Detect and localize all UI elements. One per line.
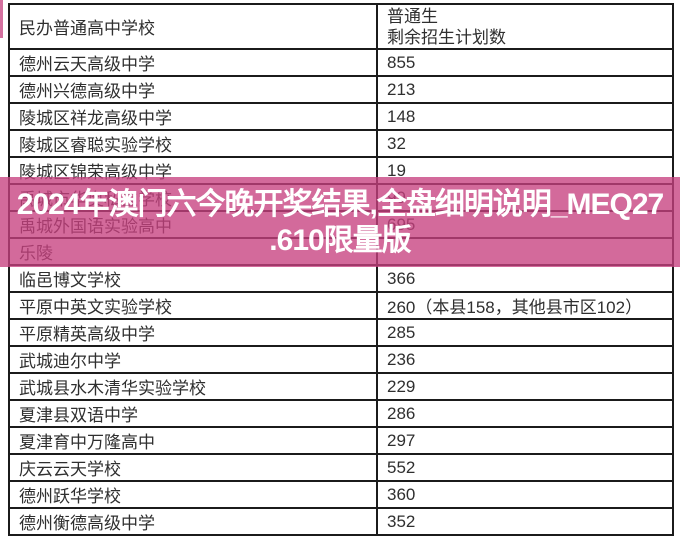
table-row: 平原中英文实验学校 260（本县158，其他县市区102） [8,291,674,320]
watermark-overlay: 2024年澳门六今晚开奖结果,全盘细明说明_MEQ27 .610限量版 [0,177,680,267]
school-name-cell: 平原中英文实验学校 [8,291,378,320]
table-body: 德州云天高级中学 855 德州兴德高级中学 213 陵城区祥龙高级中学 148 陵城区睿聪实… [8,48,674,536]
table-row: 平原精英高级中学 285 [8,318,674,347]
header-quota-col: 普通生 剩余招生计划数 [376,3,674,50]
quota-cell: 855 [376,48,674,77]
table-row: 夏津县双语中学 286 [8,399,674,428]
header-quota-line1: 普通生 [387,6,438,26]
quota-cell: 286 [376,399,674,428]
table-row: 临邑博文学校 366 [8,264,674,293]
quota-cell: 148 [376,102,674,131]
table-row: 武城迪尔中学 236 [8,345,674,374]
school-name-cell: 庆云云天学校 [8,453,378,482]
table-row: 陵城区睿聪实验学校 32 [8,129,674,158]
table-row: 德州衡德高级中学 352 [8,507,674,536]
watermark-line2: .610限量版 [269,223,411,257]
quota-table: 民办普通高中学校 普通生 剩余招生计划数 德州云天高级中学 855 德州兴德高级中学… [8,3,674,536]
school-name-cell: 武城县水木清华实验学校 [8,372,378,401]
quota-cell: 552 [376,453,674,482]
quota-cell: 213 [376,75,674,104]
quota-cell: 229 [376,372,674,401]
quota-cell: 260（本县158，其他县市区102） [376,291,674,320]
quota-cell: 236 [376,345,674,374]
header-quota-line2: 剩余招生计划数 [387,27,506,47]
table-row: 德州兴德高级中学 213 [8,75,674,104]
watermark-line1: 2024年澳门六今晚开奖结果,全盘细明说明_MEQ27 [16,187,664,221]
school-name-cell: 武城迪尔中学 [8,345,378,374]
school-name-cell: 德州衡德高级中学 [8,507,378,536]
quota-cell: 297 [376,426,674,455]
table-row: 夏津育中万隆高中 297 [8,426,674,455]
school-name-cell: 陵城区祥龙高级中学 [8,102,378,131]
school-name-cell: 德州兴德高级中学 [8,75,378,104]
quota-cell: 366 [376,264,674,293]
header-row: 民办普通高中学校 普通生 剩余招生计划数 [8,3,674,50]
school-name-cell: 陵城区睿聪实验学校 [8,129,378,158]
table-row: 武城县水木清华实验学校 229 [8,372,674,401]
table-row: 德州跃华学校 360 [8,480,674,509]
school-name-cell: 平原精英高级中学 [8,318,378,347]
quota-cell: 352 [376,507,674,536]
school-name-cell: 夏津育中万隆高中 [8,426,378,455]
table-row: 德州云天高级中学 855 [8,48,674,77]
school-name-cell: 德州云天高级中学 [8,48,378,77]
school-name-cell: 临邑博文学校 [8,264,378,293]
quota-cell: 32 [376,129,674,158]
table-row: 陵城区祥龙高级中学 148 [8,102,674,131]
quota-cell: 285 [376,318,674,347]
quota-cell: 360 [376,480,674,509]
left-edge-artifact [0,0,3,38]
table-row: 庆云云天学校 552 [8,453,674,482]
header-school-col: 民办普通高中学校 [8,3,378,50]
school-name-cell: 德州跃华学校 [8,480,378,509]
school-name-cell: 夏津县双语中学 [8,399,378,428]
